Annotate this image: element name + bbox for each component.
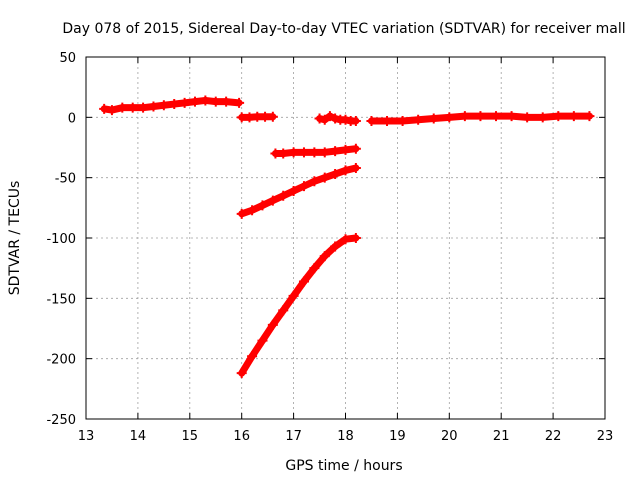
series-6 [236,233,361,379]
data-point [169,99,180,110]
data-point [99,103,110,114]
data-point [319,251,330,262]
x-tick-label: 20 [441,429,458,444]
y-tick-label: -50 [55,172,76,187]
series-5 [236,163,361,219]
data-point [247,205,258,216]
data-point [506,111,517,122]
y-axis-label: SDTVAR / TECUs [7,181,23,296]
data-point [428,113,439,124]
data-points [99,95,595,379]
x-tick-label: 18 [337,429,354,444]
data-point [568,111,579,122]
series-2 [236,111,278,123]
series-7 [366,111,595,126]
series-3 [270,143,361,159]
data-point [158,100,169,111]
plot-frame [85,56,606,420]
data-point [127,102,138,113]
data-point [267,111,278,122]
data-point [309,176,320,187]
data-point [138,102,149,113]
x-tick-label: 23 [597,429,614,444]
data-point [340,234,351,245]
data-point [278,148,289,159]
data-point [236,368,247,379]
data-point [179,97,190,108]
data-point [189,96,200,107]
x-tick-label: 16 [233,429,250,444]
data-point [148,101,159,112]
data-point [475,111,486,122]
y-tick-label: -200 [46,353,76,368]
data-point [221,96,232,107]
data-point [298,147,309,158]
data-point [340,144,351,155]
data-point [319,147,330,158]
data-point [298,276,309,287]
data-point [257,200,268,211]
x-axis-label: GPS time / hours [285,458,402,474]
y-tick-label: 0 [68,111,76,126]
data-point [553,111,564,122]
series-4 [314,111,361,126]
data-point [522,112,533,123]
y-tick-label: 50 [59,51,76,66]
data-point [288,185,299,196]
chart-title: Day 078 of 2015, Sidereal Day-to-day VTE… [62,21,625,37]
data-point [319,114,330,125]
y-tick-label: -100 [46,232,76,247]
data-point [330,241,341,252]
data-point [117,102,128,113]
data-point [247,351,258,362]
data-point [350,115,361,126]
data-point [309,147,320,158]
data-point [397,115,408,126]
series-1 [99,95,245,116]
data-point [288,147,299,158]
data-point [491,111,502,122]
x-tick-label: 15 [182,429,199,444]
data-point [444,112,455,123]
data-point [366,115,377,126]
x-tick-label: 19 [389,429,406,444]
data-point [288,290,299,301]
axis-ticks: 13 14 15 16 17 18 19 20 21 22 23 -250 -200 -150 -100 -5… [46,51,613,444]
x-tick-label: 22 [545,429,562,444]
data-point [210,96,221,107]
data-point [350,233,361,243]
data-point [309,263,320,274]
x-tick-label: 13 [78,429,95,444]
data-point [382,115,393,126]
data-point [236,208,247,219]
data-point [330,169,341,180]
x-tick-label: 17 [285,429,302,444]
data-point [350,143,361,154]
data-point [350,163,361,174]
data-point [267,319,278,330]
data-point [584,111,595,122]
data-point [200,95,211,106]
x-tick-label: 14 [130,429,147,444]
data-point [537,112,548,123]
data-point [234,97,245,108]
y-tick-label: -250 [46,413,76,428]
data-point [459,111,470,122]
x-tick-label: 21 [493,429,510,444]
data-point [257,335,268,346]
data-point [413,114,424,125]
data-point [340,165,351,176]
y-tick-label: -150 [46,292,76,307]
data-point [278,305,289,316]
data-point [278,190,289,201]
data-point [267,195,278,206]
data-point [106,105,117,116]
data-point [298,181,309,192]
data-point [330,146,341,157]
data-point [319,172,330,183]
